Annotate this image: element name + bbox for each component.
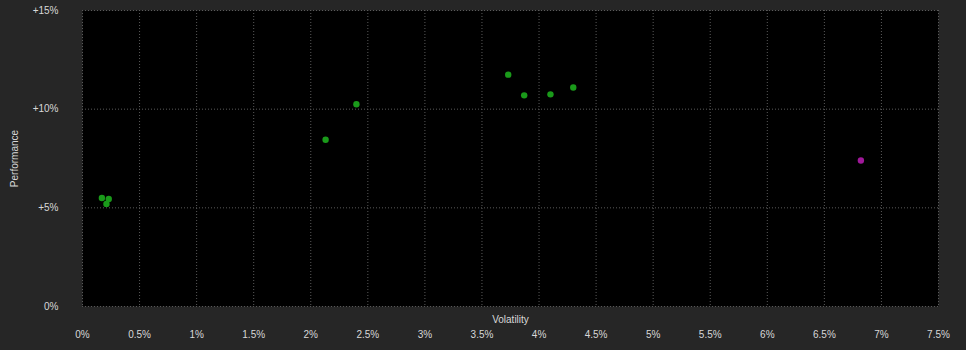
svg-text:6.5%: 6.5% xyxy=(813,329,836,340)
svg-text:3%: 3% xyxy=(418,329,433,340)
svg-text:5%: 5% xyxy=(646,329,661,340)
svg-text:7.5%: 7.5% xyxy=(927,329,950,340)
svg-text:2.5%: 2.5% xyxy=(356,329,379,340)
svg-text:+10%: +10% xyxy=(33,103,59,114)
svg-text:0%: 0% xyxy=(75,329,90,340)
svg-text:Volatility: Volatility xyxy=(492,314,529,325)
svg-text:2%: 2% xyxy=(304,329,319,340)
svg-text:0.5%: 0.5% xyxy=(128,329,151,340)
svg-text:1.5%: 1.5% xyxy=(242,329,265,340)
svg-text:5.5%: 5.5% xyxy=(699,329,722,340)
svg-text:7%: 7% xyxy=(874,329,889,340)
svg-text:+15%: +15% xyxy=(33,5,59,16)
svg-text:6%: 6% xyxy=(760,329,775,340)
svg-text:4.5%: 4.5% xyxy=(585,329,608,340)
svg-text:0%: 0% xyxy=(44,301,59,312)
svg-text:1%: 1% xyxy=(189,329,204,340)
svg-text:Performance: Performance xyxy=(9,129,20,187)
svg-text:4%: 4% xyxy=(532,329,547,340)
svg-text:+5%: +5% xyxy=(38,202,58,213)
svg-text:3.5%: 3.5% xyxy=(471,329,494,340)
